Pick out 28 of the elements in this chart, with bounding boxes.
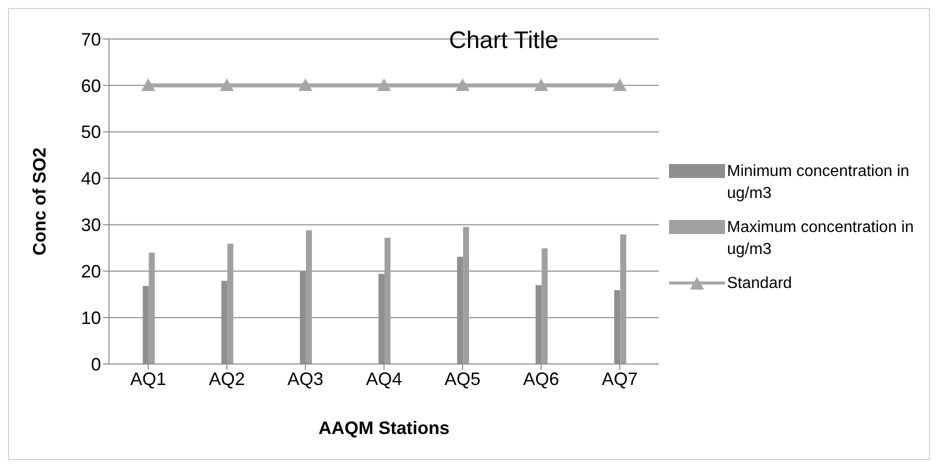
x-axis-title: AAQM Stations: [318, 418, 450, 438]
bar: [148, 252, 155, 364]
x-tick-label: AQ3: [287, 368, 324, 389]
y-tick-label: 10: [80, 308, 101, 328]
bar: [542, 248, 548, 364]
legend-label: Minimum concentration in ug/m3: [727, 162, 910, 204]
legend-label: Maximum concentration in ug/m3: [727, 218, 915, 260]
y-tick-label: 40: [80, 168, 101, 189]
bar: [306, 230, 312, 364]
legend-label: Standard: [727, 274, 792, 294]
y-tick-label: 60: [80, 76, 101, 96]
bar: [620, 234, 626, 364]
chart-title: Chart Title: [449, 27, 558, 55]
bar: [384, 238, 390, 364]
bar: [227, 244, 234, 364]
x-tick-label: AQ2: [208, 368, 245, 389]
y-tick-label: 70: [80, 29, 101, 50]
x-tick-label: AQ1: [130, 368, 166, 389]
x-tick-label: AQ4: [366, 368, 402, 389]
y-tick-label: 20: [80, 262, 101, 282]
y-tick-label: 30: [80, 215, 101, 236]
x-tick-label: AQ5: [444, 368, 481, 389]
x-tick-label: AQ7: [602, 368, 638, 389]
y-tick-label: 50: [80, 122, 101, 142]
y-tick-label: 0: [90, 354, 101, 374]
y-axis-title: Conc of SO2: [29, 147, 50, 256]
bar: [463, 227, 470, 364]
x-tick-label: AQ6: [523, 368, 560, 389]
